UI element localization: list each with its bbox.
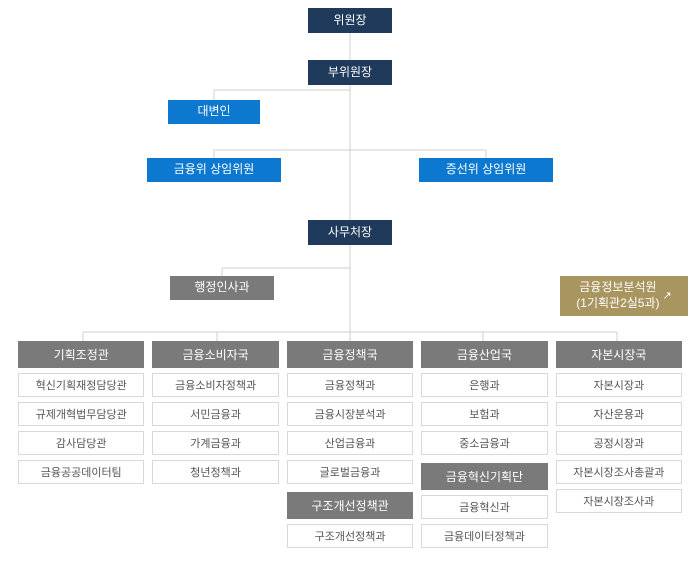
box-secretary-general: 사무처장: [308, 220, 392, 245]
bureau-item: 서민금융과: [152, 402, 278, 426]
label: 금융위 상임위원: [174, 162, 255, 178]
label: 행정인사과: [194, 280, 249, 296]
box-spokesperson: 대변인: [168, 100, 260, 124]
bureau-item: 금융정책과: [287, 373, 413, 397]
bureau-item: 혁신기획재정담당관: [18, 373, 144, 397]
org-chart: 위원장 부위원장 대변인 금융위 상임위원 증선위 상임위원 사무처장 행정인사…: [0, 0, 700, 579]
bureau-item: 중소금융과: [421, 431, 547, 455]
bureau-subhead: 금융혁신기획단: [421, 463, 547, 490]
box-fiu-link[interactable]: 금융정보분석원 (1기획관2실5과) ↗: [560, 276, 688, 316]
box-vice-chairman: 부위원장: [308, 60, 392, 85]
label: 자본시장과: [594, 377, 645, 393]
label: 혁신기획재정담당관: [36, 377, 127, 393]
label: 청년정책과: [190, 464, 241, 480]
label: 금융산업국: [457, 346, 512, 363]
bureau-head: 금융소비자국: [152, 341, 278, 368]
bureau-col-2: 금융정책국 금융정책과 금융시장분석과 산업금융과 글로벌금융과 구조개선정책관…: [287, 341, 413, 548]
label: 금융공공데이터팀: [41, 464, 122, 480]
label: 자본시장조사과: [583, 493, 654, 509]
label: 금융소비자정책과: [175, 377, 256, 393]
bureau-head: 금융산업국: [421, 341, 547, 368]
label: 자본시장국: [591, 346, 646, 363]
box-admin-personnel: 행정인사과: [170, 276, 274, 300]
bureau-item: 규제개혁법무담당관: [18, 402, 144, 426]
bureau-item: 자본시장과: [556, 373, 682, 397]
label: 감사담당관: [56, 435, 107, 451]
bureau-item: 감사담당관: [18, 431, 144, 455]
label: 금융소비자국: [182, 346, 248, 363]
label: 산업금융과: [325, 435, 376, 451]
label: 금융정보분석원 (1기획관2실5과): [576, 280, 659, 311]
label: 구조개선정책과: [315, 528, 386, 544]
bureau-col-1: 금융소비자국 금융소비자정책과 서민금융과 가계금융과 청년정책과: [152, 341, 278, 548]
label: 금융혁신기획단: [446, 468, 523, 485]
bureau-item: 금융소비자정책과: [152, 373, 278, 397]
label: 위원장: [333, 13, 366, 29]
label: 중소금융과: [459, 435, 510, 451]
bureau-item: 공정시장과: [556, 431, 682, 455]
box-chairman: 위원장: [308, 8, 392, 33]
label: 규제개혁법무담당관: [36, 406, 127, 422]
label: 서민금융과: [190, 406, 241, 422]
box-standing-member-1: 금융위 상임위원: [147, 158, 281, 182]
bureau-item: 가계금융과: [152, 431, 278, 455]
label: 금융혁신과: [459, 499, 510, 515]
label: 증선위 상임위원: [446, 162, 527, 178]
bureau-item: 산업금융과: [287, 431, 413, 455]
box-standing-member-2: 증선위 상임위원: [419, 158, 553, 182]
bureau-head: 기획조정관: [18, 341, 144, 368]
bureau-item: 청년정책과: [152, 460, 278, 484]
label: 글로벌금융과: [320, 464, 381, 480]
label: 금융데이터정책과: [444, 528, 525, 544]
bureau-item: 자본시장조사총괄과: [556, 460, 682, 484]
label: 금융정책국: [322, 346, 377, 363]
bureau-item: 글로벌금융과: [287, 460, 413, 484]
bureau-item: 자본시장조사과: [556, 489, 682, 513]
bureau-item: 구조개선정책과: [287, 524, 413, 548]
label: 금융시장분석과: [315, 406, 386, 422]
label: 자본시장조사총괄과: [573, 464, 664, 480]
label: 구조개선정책관: [311, 497, 388, 514]
label: 자산운용과: [594, 406, 645, 422]
bureau-col-4: 자본시장국 자본시장과 자산운용과 공정시장과 자본시장조사총괄과 자본시장조사…: [556, 341, 682, 548]
label: 금융정책과: [325, 377, 376, 393]
external-link-icon: ↗: [663, 289, 672, 303]
bureau-item: 금융데이터정책과: [421, 524, 547, 548]
bureau-item: 보험과: [421, 402, 547, 426]
bureau-item: 은행과: [421, 373, 547, 397]
label: 대변인: [197, 104, 230, 120]
bureau-item: 금융혁신과: [421, 495, 547, 519]
label: 부위원장: [328, 65, 372, 81]
bureau-columns: 기획조정관 혁신기획재정담당관 규제개혁법무담당관 감사담당관 금융공공데이터팀…: [18, 341, 682, 548]
label: 사무처장: [328, 225, 372, 241]
bureau-head: 자본시장국: [556, 341, 682, 368]
bureau-item: 금융시장분석과: [287, 402, 413, 426]
bureau-subhead: 구조개선정책관: [287, 492, 413, 519]
label: 은행과: [469, 377, 499, 393]
bureau-item: 금융공공데이터팀: [18, 460, 144, 484]
label: 가계금융과: [190, 435, 241, 451]
bureau-head: 금융정책국: [287, 341, 413, 368]
label: 공정시장과: [594, 435, 645, 451]
bureau-item: 자산운용과: [556, 402, 682, 426]
bureau-col-3: 금융산업국 은행과 보험과 중소금융과 금융혁신기획단 금융혁신과 금융데이터정…: [421, 341, 547, 548]
bureau-col-0: 기획조정관 혁신기획재정담당관 규제개혁법무담당관 감사담당관 금융공공데이터팀: [18, 341, 144, 548]
label: 기획조정관: [54, 346, 109, 363]
label: 보험과: [469, 406, 499, 422]
